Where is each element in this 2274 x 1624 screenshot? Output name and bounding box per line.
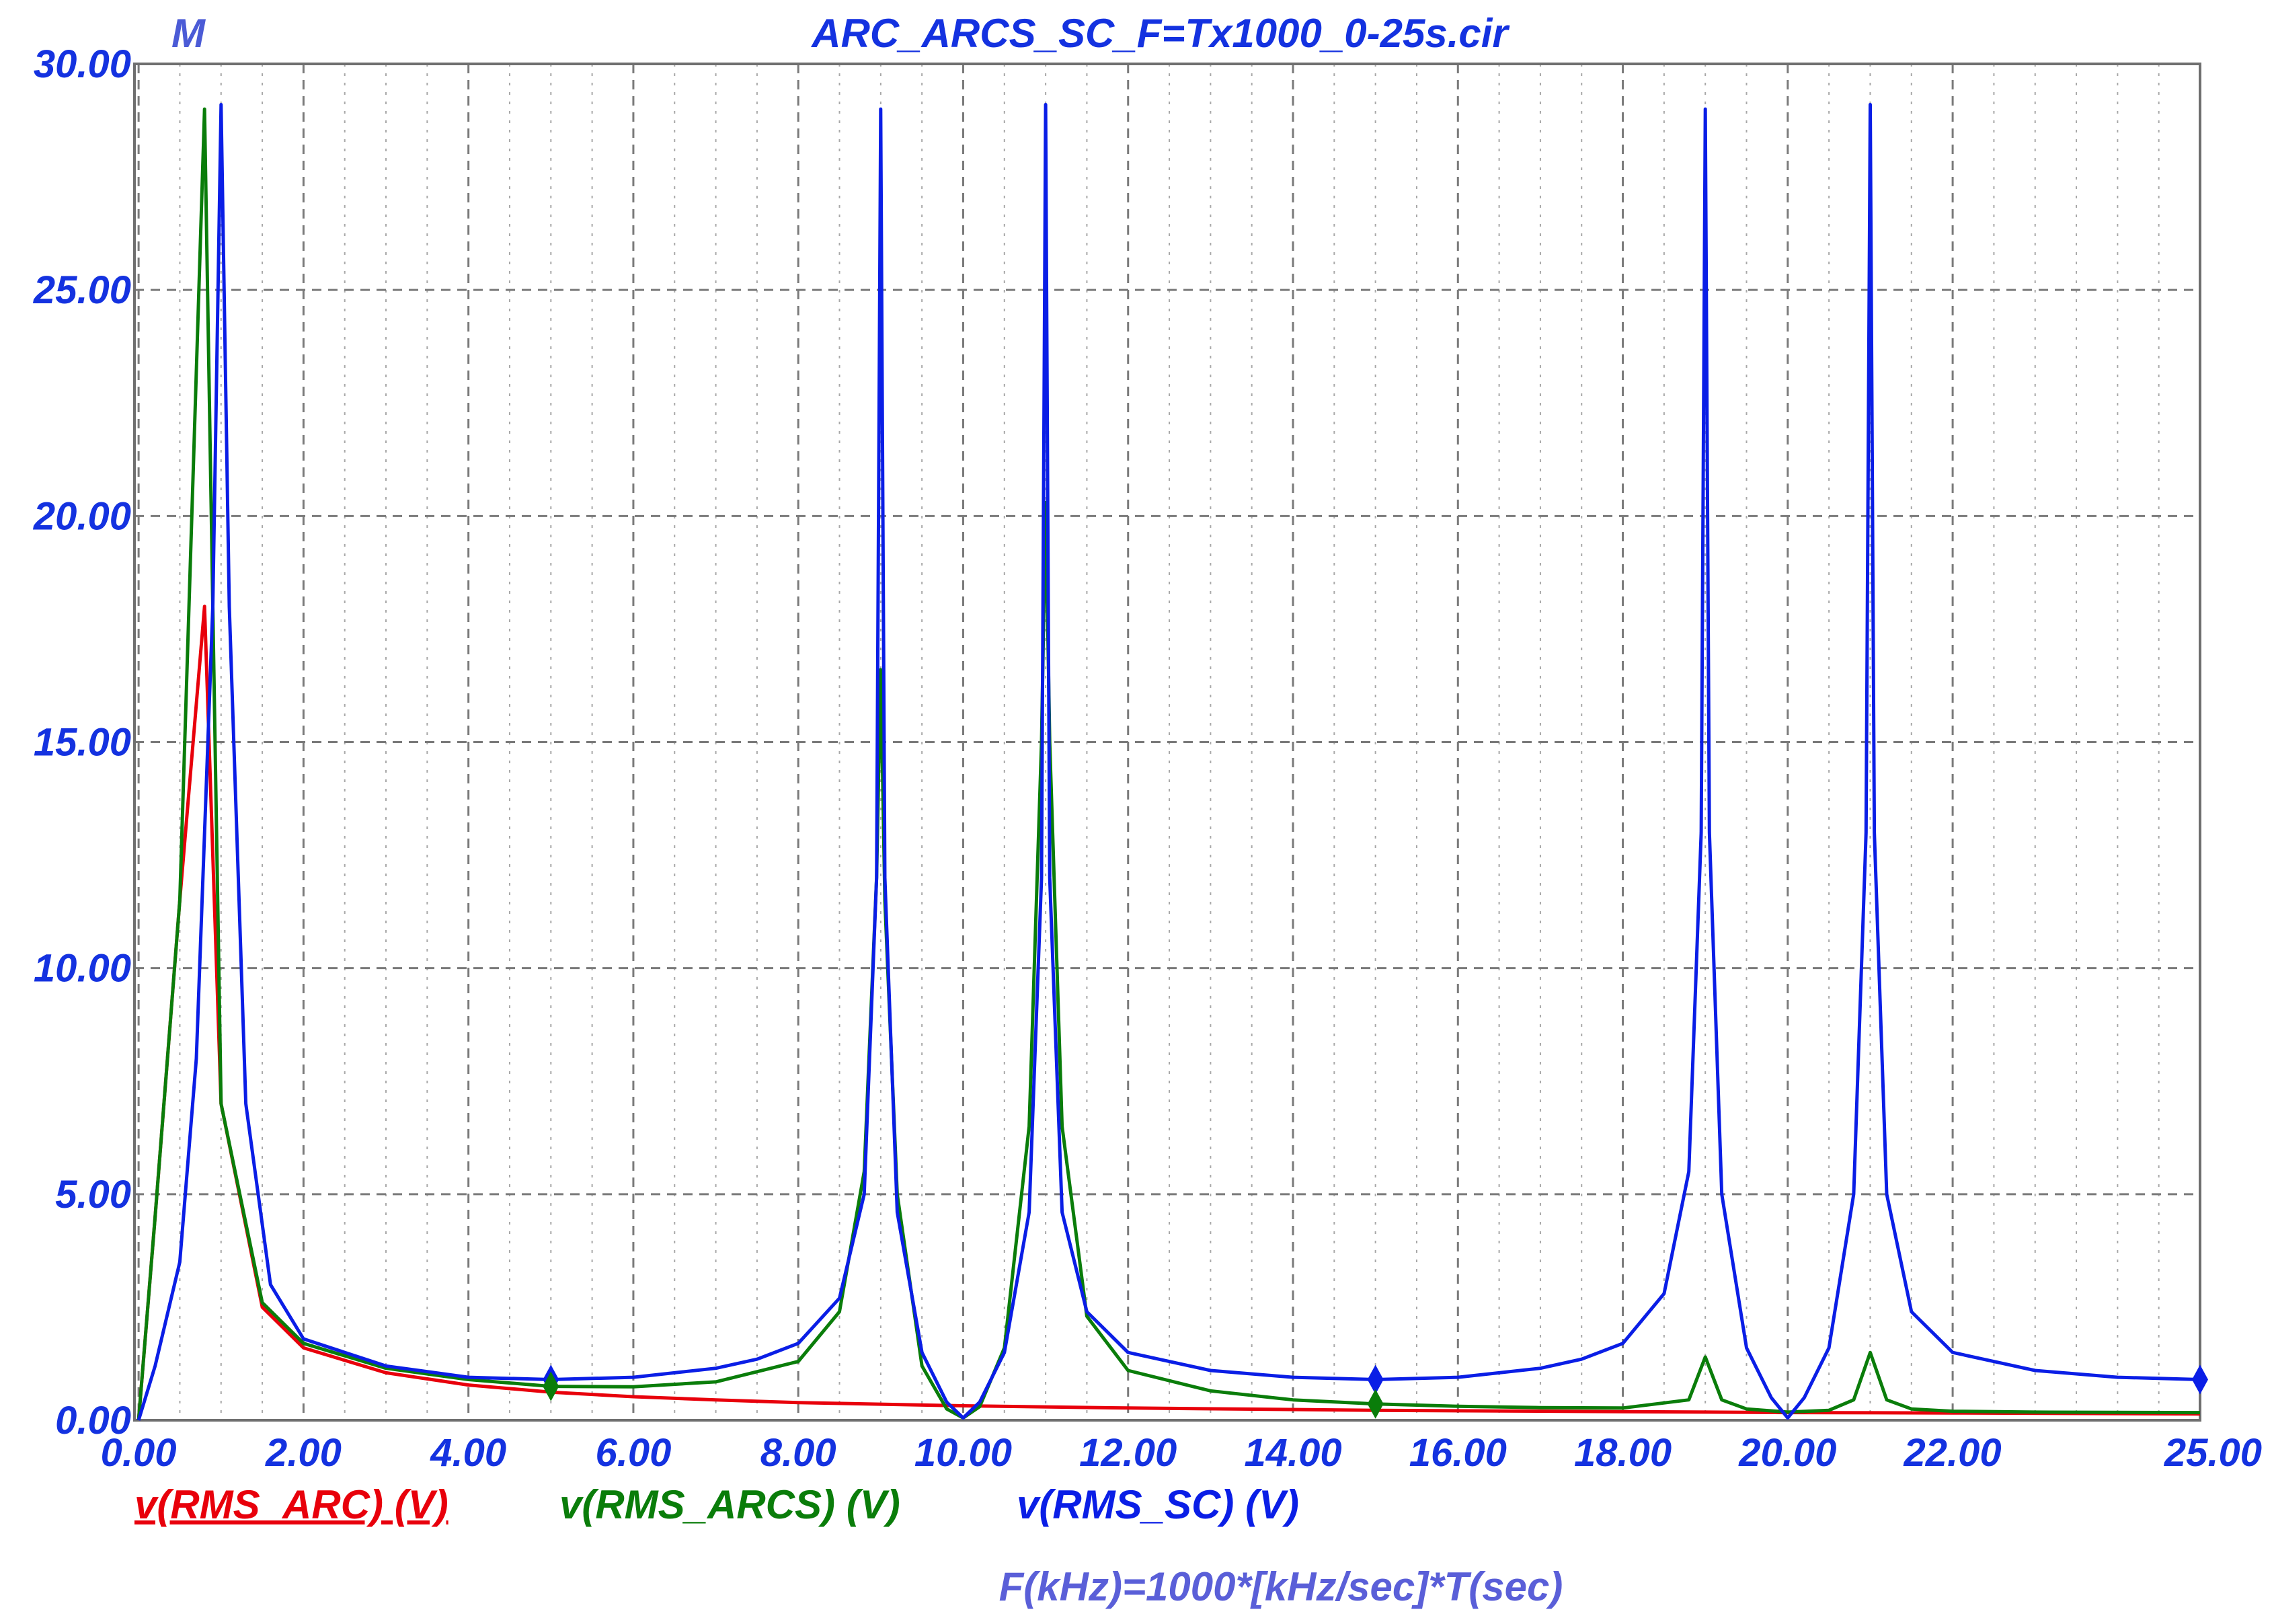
plot-frame (133, 63, 2201, 1422)
x-tick-label: 12.00 (1079, 1431, 1177, 1475)
y-tick-label: 30.00 (34, 42, 131, 86)
x-tick-label: 2.00 (265, 1431, 342, 1475)
legend-item-rms-sc[interactable]: v(RMS_SC) (V) (1017, 1482, 1299, 1527)
chart-title: ARC_ARCS_SC_F=Tx1000_0-25s.cir (810, 11, 1510, 56)
series-marker (2192, 1364, 2208, 1395)
x-tick-label: 22.00 (1904, 1431, 2002, 1475)
x-tick-label: 18.00 (1574, 1431, 1672, 1475)
series-line-rms-arc (136, 605, 2201, 1421)
y-tick-label: 5.00 (55, 1173, 131, 1216)
x-tick-label: 4.00 (430, 1431, 506, 1475)
legend: v(RMS_ARC) (V) v(RMS_ARCS) (V) v(RMS_SC)… (134, 1482, 1299, 1527)
x-tick-label: 25.00 (2164, 1431, 2262, 1475)
x-axis-label: F(kHz)=1000*[kHz/sec]*T(sec) (999, 1564, 1563, 1609)
x-tick-labels: 0.00 2.00 4.00 6.00 8.00 10.00 12.00 14.00 16.00… (101, 1431, 2262, 1475)
series-markers (543, 1364, 2208, 1419)
y-tick-label: 0.00 (55, 1399, 131, 1442)
legend-item-rms-arcs[interactable]: v(RMS_ARCS) (V) (559, 1482, 900, 1527)
x-tick-label: 6.00 (595, 1431, 671, 1475)
x-tick-label: 10.00 (914, 1431, 1012, 1475)
y-tick-label: 10.00 (34, 947, 131, 991)
series-marker (1367, 1389, 1384, 1419)
y-tick-label: 20.00 (33, 494, 131, 538)
series-marker (543, 1371, 559, 1401)
x-tick-label: 14.00 (1244, 1431, 1341, 1475)
series-layer (136, 103, 2201, 1421)
y-tick-labels: 0.00 5.00 10.00 15.00 20.00 25.00 30.00 (33, 42, 131, 1442)
y-tick-label: 15.00 (34, 721, 131, 765)
series-marker (1367, 1364, 1384, 1395)
corner-label: M (171, 11, 206, 56)
x-tick-label: 0.00 (101, 1431, 177, 1475)
x-tick-label: 16.00 (1409, 1431, 1507, 1475)
legend-item-rms-arc[interactable]: v(RMS_ARC) (V) (134, 1482, 448, 1527)
series-line-rms-sc (136, 103, 2201, 1421)
y-tick-label: 25.00 (33, 268, 131, 312)
x-tick-label: 20.00 (1738, 1431, 1836, 1475)
x-tick-label: 8.00 (760, 1431, 836, 1475)
